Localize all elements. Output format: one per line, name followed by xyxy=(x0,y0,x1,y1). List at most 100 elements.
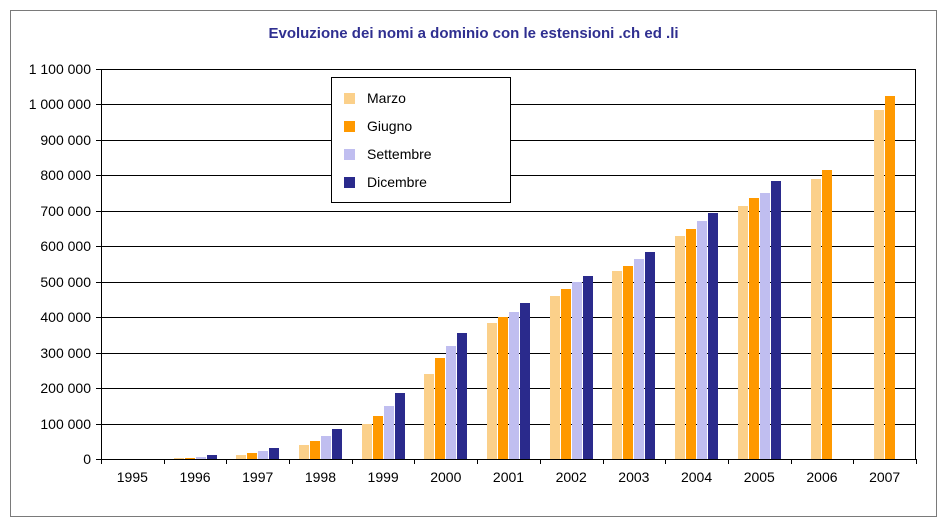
x-tick xyxy=(414,459,415,464)
bar xyxy=(384,406,394,459)
chart-frame: Evoluzione dei nomi a dominio con le est… xyxy=(10,10,937,517)
legend-swatch xyxy=(344,93,355,104)
x-tick xyxy=(916,459,917,464)
bar xyxy=(362,424,372,459)
y-tick xyxy=(96,69,101,70)
legend-swatch xyxy=(344,149,355,160)
x-tick xyxy=(226,459,227,464)
y-axis-label: 600 000 xyxy=(40,238,91,254)
bar xyxy=(645,252,655,459)
y-tick xyxy=(96,246,101,247)
x-axis-line xyxy=(101,459,916,460)
plot-area: 0100 000200 000300 000400 000500 000600 … xyxy=(101,69,916,459)
x-tick xyxy=(164,459,165,464)
legend-item: Marzo xyxy=(344,84,498,112)
bar xyxy=(520,303,530,459)
y-axis-label: 800 000 xyxy=(40,167,91,183)
x-axis-label: 2003 xyxy=(618,469,649,485)
x-tick xyxy=(540,459,541,464)
bar xyxy=(185,458,195,459)
bar xyxy=(457,333,467,459)
x-axis-label: 1996 xyxy=(179,469,210,485)
x-axis-label: 1997 xyxy=(242,469,273,485)
bar xyxy=(258,451,268,459)
bar xyxy=(874,110,884,459)
legend-label: Giugno xyxy=(367,118,412,134)
bar xyxy=(424,374,434,459)
bar xyxy=(247,453,257,459)
y-tick xyxy=(96,282,101,283)
x-tick xyxy=(477,459,478,464)
y-axis-label: 100 000 xyxy=(40,416,91,432)
y-axis-label: 300 000 xyxy=(40,345,91,361)
bar xyxy=(561,289,571,459)
x-axis-label: 1998 xyxy=(305,469,336,485)
y-axis-label: 0 xyxy=(83,451,91,467)
gridline xyxy=(101,246,916,247)
y-tick xyxy=(96,388,101,389)
legend: Marzo Giugno Settembre Dicembre xyxy=(331,77,511,203)
y-tick xyxy=(96,211,101,212)
bar xyxy=(686,229,696,459)
bar xyxy=(332,429,342,459)
x-tick xyxy=(791,459,792,464)
bar xyxy=(811,179,821,459)
bar xyxy=(885,96,895,459)
x-axis-label: 2002 xyxy=(556,469,587,485)
bar xyxy=(708,213,718,459)
bar xyxy=(321,436,331,459)
y-tick xyxy=(96,317,101,318)
gridline xyxy=(101,69,916,70)
legend-label: Marzo xyxy=(367,90,406,106)
x-tick xyxy=(853,459,854,464)
y-tick xyxy=(96,140,101,141)
legend-swatch xyxy=(344,177,355,188)
bar xyxy=(612,271,622,459)
x-axis-label: 2006 xyxy=(806,469,837,485)
x-axis-label: 2004 xyxy=(681,469,712,485)
bar xyxy=(697,221,707,459)
bar xyxy=(623,266,633,459)
bar xyxy=(174,458,184,459)
y-axis-label: 700 000 xyxy=(40,203,91,219)
x-axis-label: 1995 xyxy=(117,469,148,485)
legend-item: Giugno xyxy=(344,112,498,140)
bar xyxy=(572,282,582,459)
gridline xyxy=(101,282,916,283)
bar xyxy=(550,296,560,459)
bar xyxy=(269,448,279,459)
bar xyxy=(435,358,445,459)
bar xyxy=(675,236,685,459)
bar xyxy=(446,346,456,459)
legend-label: Settembre xyxy=(367,146,432,162)
y-axis-label: 1 000 000 xyxy=(29,96,91,112)
chart-title: Evoluzione dei nomi a dominio con le est… xyxy=(11,25,936,42)
bar xyxy=(738,206,748,460)
gridline xyxy=(101,211,916,212)
bar xyxy=(395,393,405,459)
y-axis-label: 200 000 xyxy=(40,380,91,396)
y-tick xyxy=(96,175,101,176)
bar xyxy=(207,455,217,459)
bar xyxy=(760,193,770,459)
legend-item: Dicembre xyxy=(344,168,498,196)
bar xyxy=(749,198,759,459)
legend-item: Settembre xyxy=(344,140,498,168)
plot-border-right xyxy=(915,69,916,459)
x-tick xyxy=(101,459,102,464)
x-tick xyxy=(665,459,666,464)
bar xyxy=(299,445,309,459)
bar xyxy=(310,441,320,459)
bar xyxy=(498,317,508,459)
x-axis-label: 1999 xyxy=(368,469,399,485)
y-tick xyxy=(96,104,101,105)
x-axis-label: 2000 xyxy=(430,469,461,485)
y-axis-label: 500 000 xyxy=(40,274,91,290)
bar xyxy=(634,259,644,459)
y-axis-label: 900 000 xyxy=(40,132,91,148)
bar xyxy=(771,181,781,459)
legend-swatch xyxy=(344,121,355,132)
x-tick xyxy=(289,459,290,464)
bar xyxy=(509,312,519,459)
y-axis-label: 400 000 xyxy=(40,309,91,325)
